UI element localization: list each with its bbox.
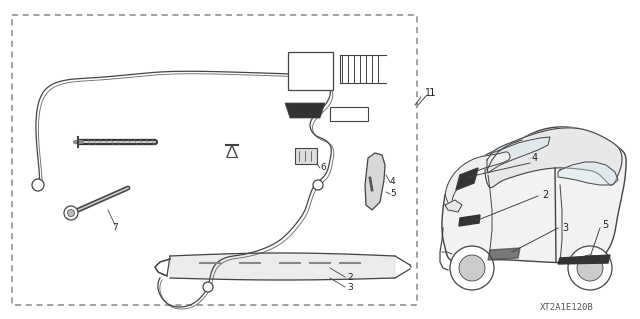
Bar (12, 15, 417, 305)
Text: 3: 3 (562, 223, 568, 233)
Bar (288, 52, 333, 90)
Polygon shape (285, 103, 325, 118)
Circle shape (568, 246, 612, 290)
Text: 2: 2 (347, 272, 353, 281)
Text: 7: 7 (112, 224, 118, 233)
Text: 1: 1 (425, 88, 431, 98)
Bar (330, 107, 368, 121)
Text: 5: 5 (390, 189, 396, 198)
Polygon shape (558, 162, 618, 185)
Text: 6: 6 (320, 164, 326, 173)
Text: 2: 2 (542, 190, 548, 200)
Polygon shape (365, 153, 385, 210)
Text: XT2A1E120B: XT2A1E120B (540, 303, 594, 313)
Polygon shape (456, 168, 478, 190)
Text: 3: 3 (347, 284, 353, 293)
Text: 4: 4 (532, 153, 538, 163)
Polygon shape (558, 255, 610, 264)
Circle shape (459, 255, 485, 281)
Polygon shape (485, 128, 622, 188)
Text: 5: 5 (602, 220, 608, 230)
Text: 1: 1 (429, 88, 435, 98)
Circle shape (64, 206, 78, 220)
Polygon shape (170, 253, 395, 280)
Circle shape (450, 246, 494, 290)
Circle shape (313, 180, 323, 190)
Polygon shape (487, 137, 550, 173)
Polygon shape (445, 152, 510, 205)
Circle shape (67, 210, 74, 217)
Bar (295, 148, 317, 164)
Polygon shape (488, 248, 520, 260)
Polygon shape (459, 215, 480, 226)
Polygon shape (442, 127, 626, 263)
Circle shape (203, 282, 213, 292)
Circle shape (577, 255, 603, 281)
Text: 4: 4 (390, 177, 396, 187)
Polygon shape (445, 200, 462, 212)
Circle shape (32, 179, 44, 191)
